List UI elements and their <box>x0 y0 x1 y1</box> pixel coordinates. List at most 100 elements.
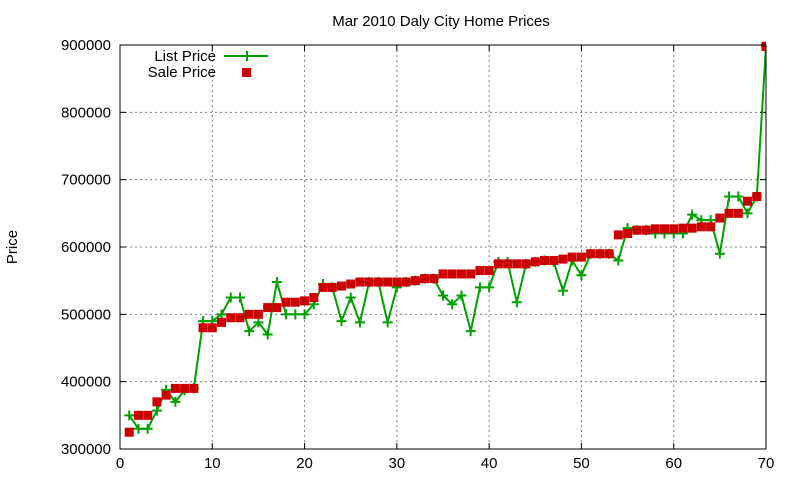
sale-price-point <box>604 249 614 259</box>
sale-price-point <box>466 269 476 279</box>
sale-price-point <box>420 274 430 284</box>
y-tick-label: 500000 <box>61 306 111 323</box>
series-sale-price <box>124 41 780 437</box>
list-price-point <box>557 285 568 296</box>
sale-price-point <box>235 313 245 323</box>
series-layer <box>124 41 780 437</box>
y-tick-label: 400000 <box>61 374 111 391</box>
sale-price-point <box>226 313 236 323</box>
sale-price-point <box>456 269 466 279</box>
list-price-point <box>465 326 476 337</box>
x-tick-label: 70 <box>758 455 775 472</box>
sale-price-point <box>512 259 522 269</box>
list-price-point <box>271 277 282 288</box>
sale-price-point <box>613 230 623 240</box>
sale-price-point <box>401 277 411 287</box>
list-price-point <box>770 41 780 51</box>
list-price-point <box>613 255 624 266</box>
series-list-price <box>124 41 780 434</box>
list-price-point <box>456 290 467 301</box>
list-price-line <box>128 45 766 430</box>
list-price-point <box>170 396 181 407</box>
sale-price-point <box>733 208 743 218</box>
sale-price-point <box>503 259 513 269</box>
legend: List Price Sale Price <box>148 48 268 81</box>
sale-price-point <box>336 281 346 291</box>
list-price-point <box>133 423 144 434</box>
list-price-point <box>742 208 753 219</box>
list-price-point <box>142 423 153 434</box>
list-price-point <box>447 299 458 310</box>
x-tick-label: 0 <box>116 455 124 472</box>
sale-price-point <box>198 323 208 333</box>
sale-price-point <box>429 274 439 284</box>
sale-price-point <box>253 309 263 319</box>
y-tick-label: 300000 <box>61 441 111 458</box>
x-tick-label: 40 <box>481 455 498 472</box>
y-axis-label: Price <box>4 230 21 264</box>
legend-marker-sale-price <box>242 68 251 77</box>
sale-price-point <box>318 282 328 292</box>
sale-price-point <box>549 255 559 265</box>
sale-price-point <box>595 249 605 259</box>
sale-price-point <box>641 225 651 235</box>
list-price-point <box>244 326 255 337</box>
sale-price-point <box>586 249 596 259</box>
sale-price-point <box>327 282 337 292</box>
legend-label-sale-price: Sale Price <box>148 64 216 81</box>
sale-price-point <box>576 252 586 262</box>
sale-price-point <box>309 293 319 302</box>
sale-price-point <box>207 323 217 333</box>
list-price-point <box>345 292 356 303</box>
sale-price-point <box>715 213 725 223</box>
list-price-point <box>299 309 310 320</box>
sale-price-point <box>217 317 227 327</box>
sale-price-point <box>540 255 550 265</box>
sale-price-point <box>373 277 383 287</box>
y-tick-label: 600000 <box>61 239 111 256</box>
sale-price-point <box>623 229 633 239</box>
x-tick-label: 60 <box>665 455 682 472</box>
sale-price-point <box>724 208 734 218</box>
sale-price-point <box>392 277 402 287</box>
sale-price-point <box>383 277 393 287</box>
list-price-point <box>225 292 236 303</box>
list-price-point <box>253 317 264 328</box>
sale-price-point <box>263 303 273 313</box>
sale-price-point <box>761 41 766 51</box>
sale-price-point <box>678 223 688 233</box>
list-price-point <box>281 309 292 320</box>
x-tick-label: 30 <box>389 455 406 472</box>
y-tick-label: 900000 <box>61 37 111 54</box>
sale-price-point <box>743 196 753 206</box>
list-price-point <box>687 209 698 220</box>
list-price-point <box>124 410 135 421</box>
list-price-point <box>262 329 273 340</box>
sale-price-point <box>272 303 282 313</box>
sale-price-point <box>410 276 420 286</box>
sale-price-point <box>696 222 706 232</box>
sale-price-point <box>161 390 171 400</box>
legend-marker-list-price <box>242 51 252 61</box>
list-price-point <box>354 317 365 328</box>
sale-price-point <box>124 427 134 437</box>
list-price-point <box>216 309 227 320</box>
y-tick-label: 800000 <box>61 104 111 121</box>
sale-price-point <box>346 279 356 289</box>
y-tick-label: 700000 <box>61 172 111 189</box>
list-price-point <box>474 282 485 293</box>
list-price-point <box>336 316 347 327</box>
sale-price-point <box>133 410 143 420</box>
legend-label-list-price: List Price <box>154 48 216 65</box>
sale-price-point <box>650 224 660 234</box>
sale-price-point <box>281 297 291 307</box>
x-tick-label: 20 <box>296 455 313 472</box>
list-price-point <box>733 191 744 202</box>
sale-price-point <box>771 42 780 51</box>
grid <box>120 45 766 449</box>
sale-price-point <box>355 277 365 287</box>
sale-price-point <box>530 257 540 267</box>
sale-price-point <box>752 192 762 201</box>
